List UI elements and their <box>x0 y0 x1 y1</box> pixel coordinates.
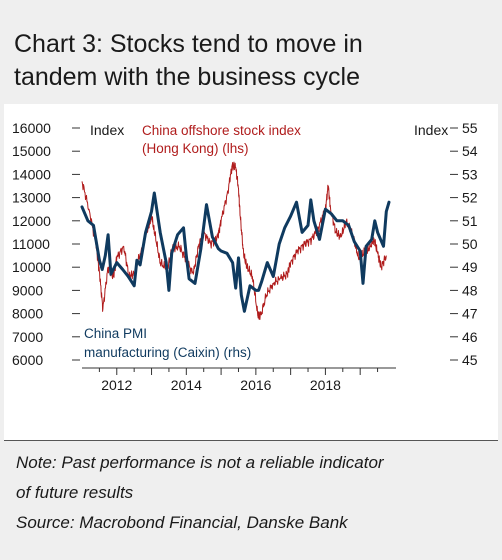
pmi-series-label-line-2: manufacturing (Caixin) (rhs) <box>84 345 251 360</box>
right-axis-tick-label: 46 <box>462 329 478 345</box>
note-line-1: Note: Past performance is not a reliable… <box>16 453 384 472</box>
left-axis-tick-label: 14000 <box>12 166 51 182</box>
left-axis-label: Index <box>90 122 124 138</box>
left-axis-tick-label: 12000 <box>12 213 51 229</box>
left-axis-tick-label: 9000 <box>12 282 43 298</box>
source-note: Source: Macrobond Financial, Danske Bank <box>16 513 348 532</box>
x-axis-tick-label: 2016 <box>240 377 271 393</box>
chart-title-line-1: Chart 3: Stocks tend to move in <box>14 30 363 58</box>
left-axis-tick-label: 7000 <box>12 329 43 345</box>
pmi-series-label-line-1: China PMI <box>84 326 147 341</box>
right-axis-tick-label: 51 <box>462 213 478 229</box>
footnotes: Note: Past performance is not a reliable… <box>16 448 486 538</box>
right-axis-tick-label: 50 <box>462 236 478 252</box>
left-axis-tick-label: 10000 <box>12 259 51 275</box>
pmi-line <box>80 191 391 313</box>
plot-area: 16000 15000 14000 13000 12000 11000 10000 9000 8… <box>4 104 498 440</box>
right-axis-label: Index <box>414 122 448 138</box>
note-line-2: of future results <box>16 483 134 502</box>
left-axis-tick-label: 8000 <box>12 306 43 322</box>
right-axis-tick-label: 48 <box>462 282 478 298</box>
x-axis-tick-label: 2014 <box>171 377 202 393</box>
stock-index-line <box>81 161 387 320</box>
stock-series-label-line-2: (Hong Kong) (lhs) <box>142 141 249 156</box>
left-axis-tick-label: 11000 <box>12 236 50 252</box>
right-axis-tick-label: 49 <box>462 259 478 275</box>
line-chart: 16000 15000 14000 13000 12000 11000 10000 9000 8… <box>12 120 478 393</box>
right-axis-tick-label: 47 <box>462 306 478 322</box>
chart-title-line-2: tandem with the business cycle <box>14 63 361 91</box>
left-axis-tick-label: 6000 <box>12 352 43 368</box>
right-axis-tick-label: 55 <box>462 120 478 136</box>
right-axis-tick-label: 45 <box>462 352 478 368</box>
right-axis-tick-label: 52 <box>462 190 478 206</box>
right-axis-tick-label: 53 <box>462 166 478 182</box>
divider <box>4 440 498 441</box>
left-axis-tick-label: 13000 <box>12 190 51 206</box>
left-axis-tick-label: 15000 <box>12 143 51 159</box>
x-axis-tick-label: 2012 <box>101 377 132 393</box>
stock-series-label-line-1: China offshore stock index <box>142 123 301 138</box>
chart-title: Chart 3: Stocks tend to move in tandem w… <box>14 28 484 94</box>
right-axis-tick-label: 54 <box>462 143 478 159</box>
left-axis-tick-label: 16000 <box>12 120 51 136</box>
x-axis-tick-label: 2018 <box>310 377 341 393</box>
